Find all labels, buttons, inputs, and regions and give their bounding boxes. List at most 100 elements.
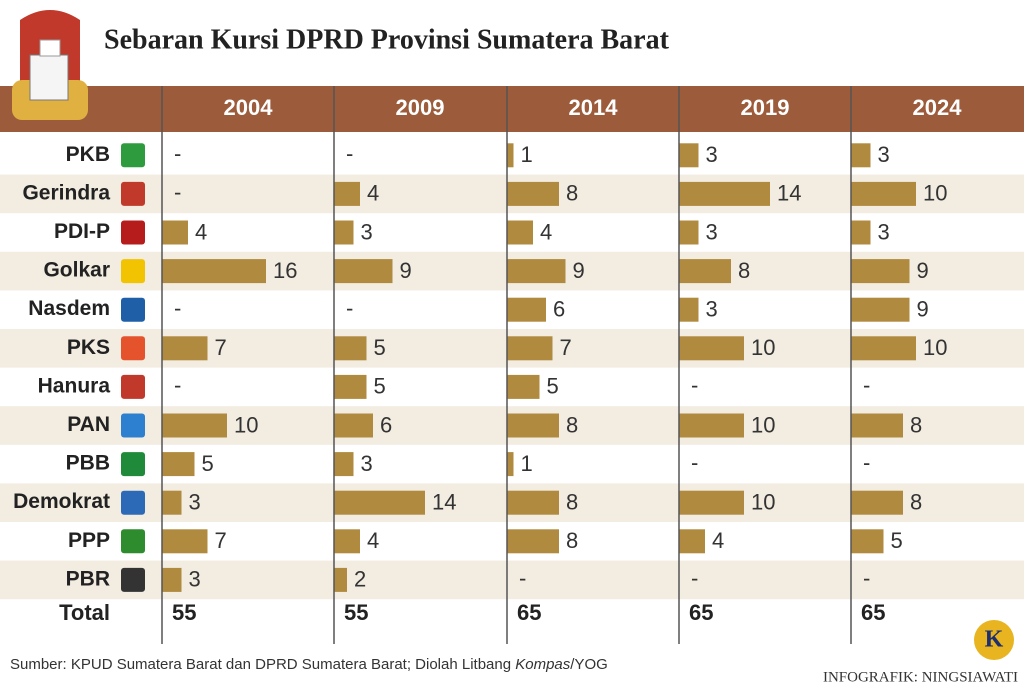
bar [507,143,514,168]
value-label: 4 [195,219,207,244]
value-label: 5 [891,528,903,553]
bar [679,529,705,554]
bar [162,413,227,438]
party-label: PDI-P [54,220,110,243]
null-label: - [174,296,181,321]
bar [334,220,354,245]
party-icon [121,413,145,438]
value-label: 8 [566,412,578,437]
value-label: 14 [432,490,456,515]
party-icon [121,143,145,168]
value-label: 5 [202,451,214,476]
bar [334,181,360,206]
party-label: PPP [68,529,110,552]
null-label: - [863,373,870,398]
column-header: 2009 [396,95,445,120]
bar [851,220,871,245]
null-label: - [691,450,698,475]
party-icon [121,336,145,361]
value-label: 4 [367,181,379,206]
value-label: 4 [540,219,552,244]
value-label: 3 [878,219,890,244]
column-header: 2014 [569,95,619,120]
bar [507,529,559,554]
bar [162,490,182,515]
bar [679,413,744,438]
bar [507,490,559,515]
value-label: 7 [215,335,227,360]
bar [679,297,699,322]
null-label: - [519,566,526,591]
chair-icon [12,10,88,120]
value-label: 3 [361,219,373,244]
value-label: 9 [917,297,929,322]
value-label: 8 [566,181,578,206]
bar [162,452,195,477]
value-label: 4 [712,528,724,553]
value-label: 3 [878,142,890,167]
party-icon [121,374,145,399]
source-text: Kompas [515,656,571,673]
party-icon [121,259,145,284]
value-label: 9 [917,258,929,283]
bar [507,413,559,438]
bar [507,181,559,206]
null-label: - [863,566,870,591]
value-label: 14 [777,181,801,206]
total-value: 55 [344,600,368,625]
value-label: 10 [234,412,258,437]
bar [679,220,699,245]
value-label: 1 [521,142,533,167]
party-label: PBR [66,567,110,590]
value-label: 8 [566,528,578,553]
value-label: 9 [573,258,585,283]
bar [851,490,903,515]
value-label: 3 [361,451,373,476]
party-icon [121,181,145,206]
bar [334,259,393,284]
party-label: PKB [66,143,110,166]
bar [851,181,916,206]
null-label: - [346,141,353,166]
value-label: 8 [566,490,578,515]
null-label: - [863,450,870,475]
bar [334,529,360,554]
bar [162,336,208,361]
party-label: Golkar [43,259,110,282]
value-label: 16 [273,258,297,283]
party-label: PAN [67,413,110,436]
value-label: 7 [560,335,572,360]
source-text: Sumber: KPUD Sumatera Barat dan DPRD Sum… [10,656,515,673]
value-label: 3 [706,219,718,244]
total-value: 65 [861,600,885,625]
bar [851,259,910,284]
null-label: - [174,373,181,398]
value-label: 8 [910,412,922,437]
bar [851,143,871,168]
value-label: 7 [215,528,227,553]
bar [334,336,367,361]
bar [851,336,916,361]
null-label: - [346,296,353,321]
bar [334,490,425,515]
value-label: 2 [354,567,366,592]
value-label: 10 [923,335,947,360]
value-label: 9 [400,258,412,283]
value-label: 6 [553,297,565,322]
bar [507,259,566,284]
party-label: PKS [67,336,110,359]
total-value: 65 [517,600,541,625]
value-label: 8 [910,490,922,515]
bar [162,220,188,245]
value-label: 6 [380,412,392,437]
header-band [0,86,1024,132]
bar [507,220,533,245]
source-text: /YOG [570,656,608,673]
null-label: - [691,373,698,398]
party-icon [121,490,145,515]
column-header: 2004 [224,95,274,120]
value-label: 10 [751,490,775,515]
value-label: 1 [521,451,533,476]
party-label: PBB [66,452,110,475]
